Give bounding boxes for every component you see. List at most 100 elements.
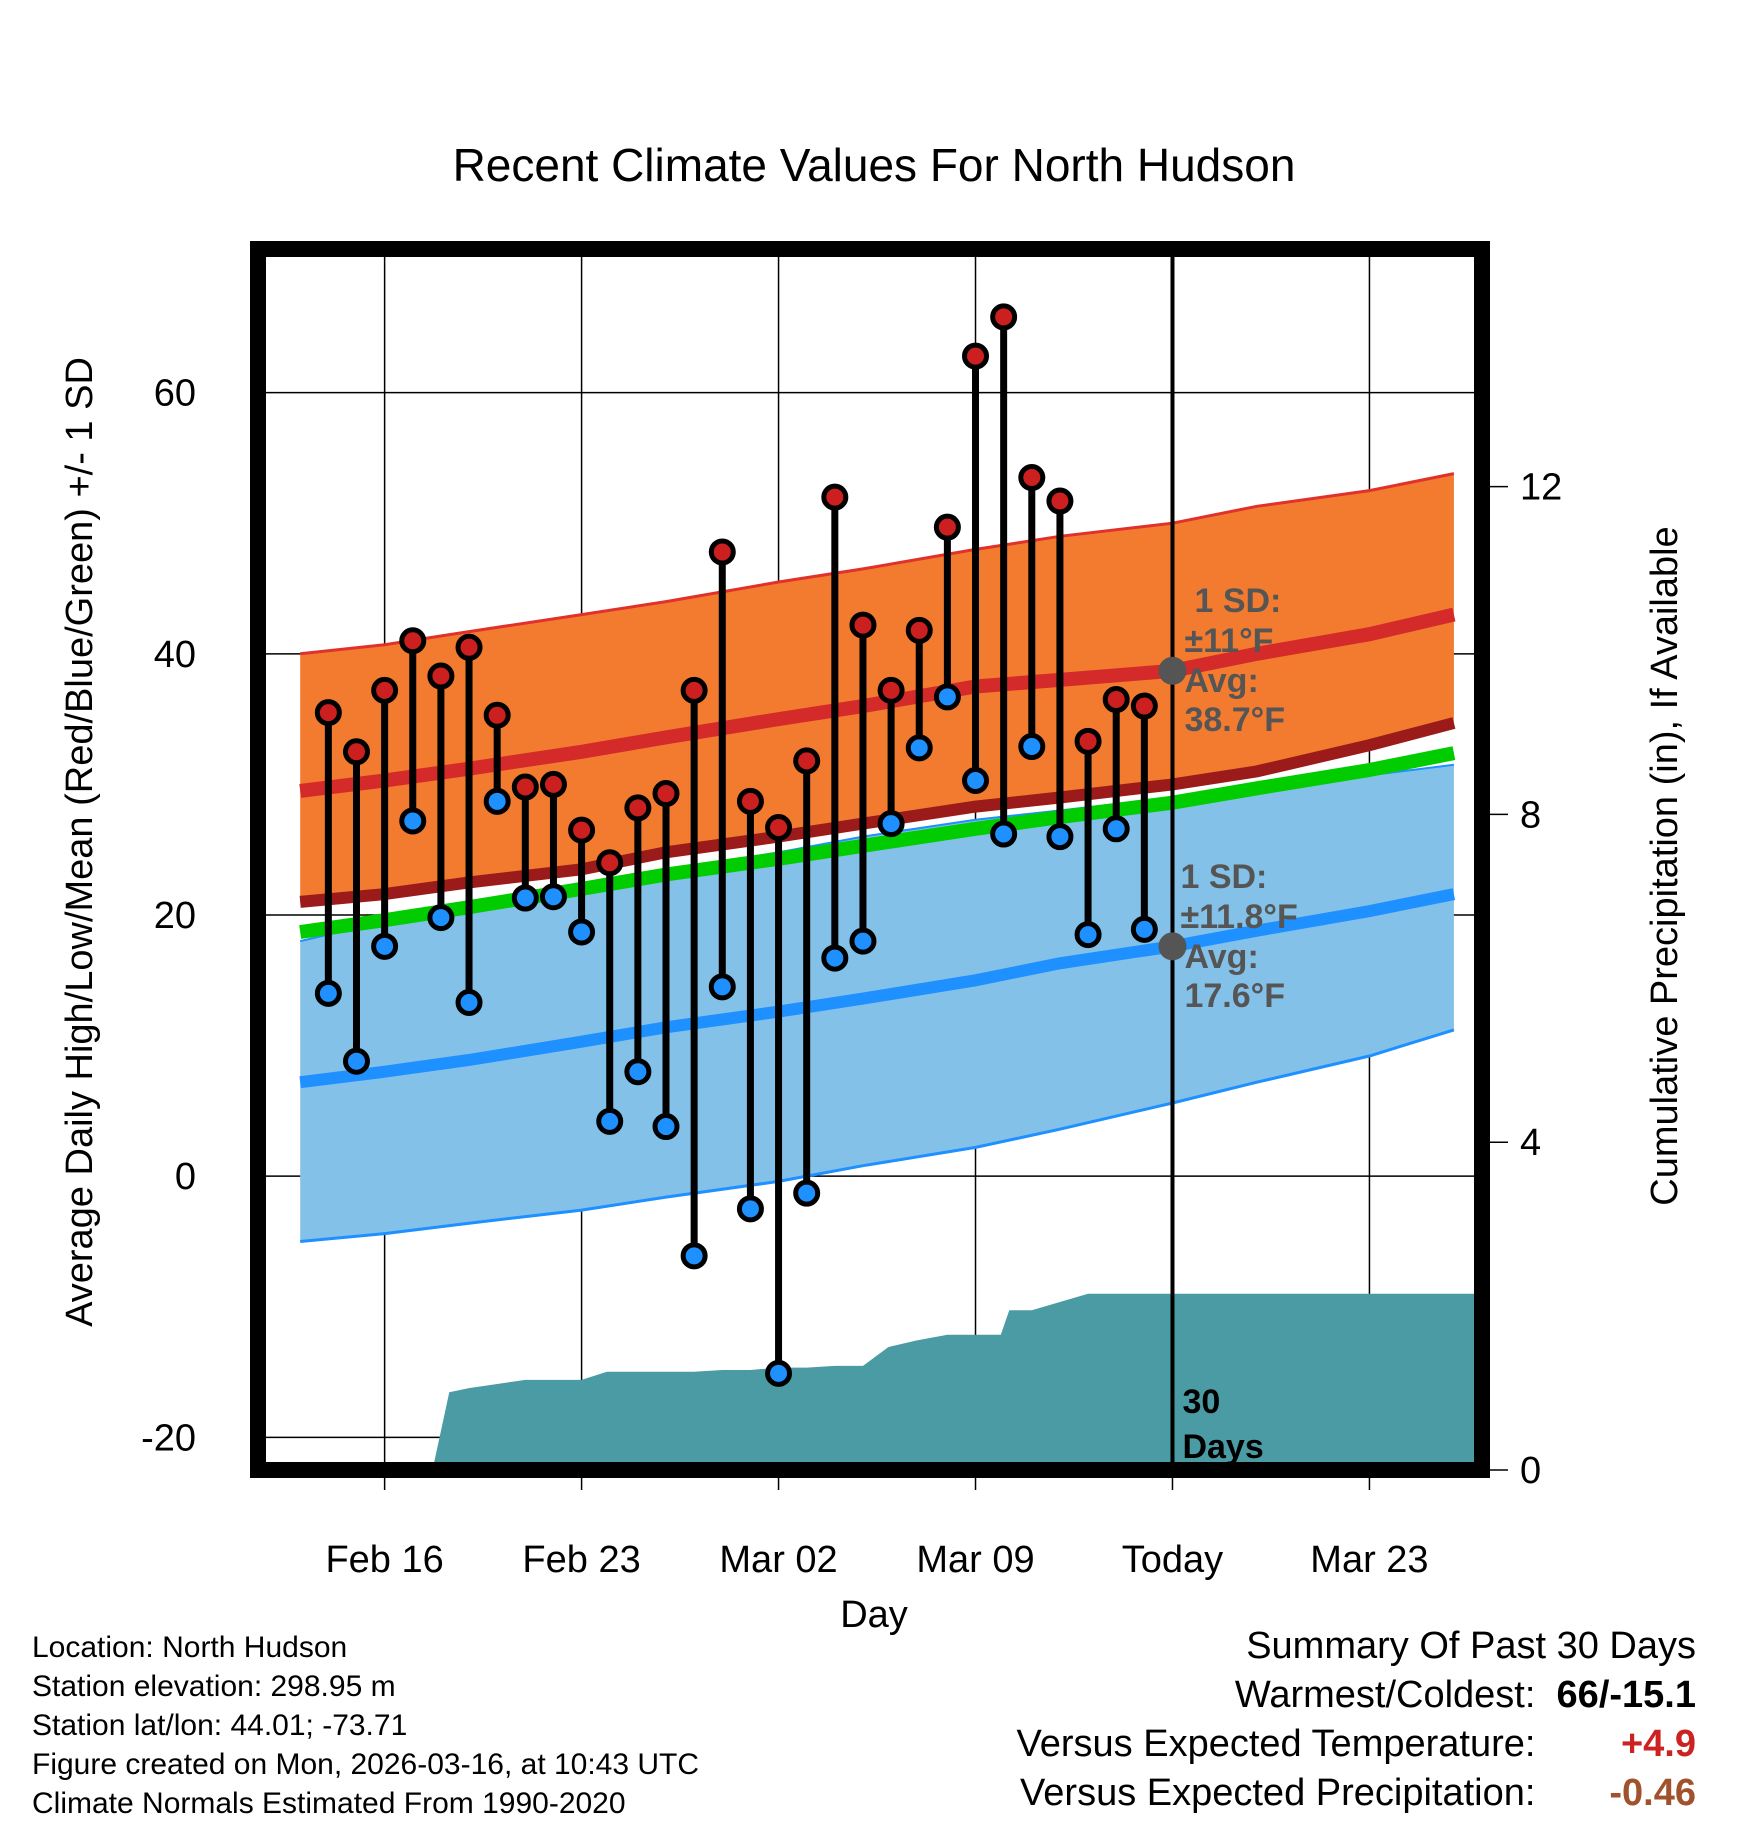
low-marker [483, 787, 511, 815]
high-marker [483, 701, 511, 729]
summary-temp-label: Versus Expected Temperature: [1016, 1723, 1536, 1765]
annotation-low-sd-line1: 1 SD: [1180, 858, 1267, 896]
low-minus-sd-line [300, 1028, 1455, 1243]
high-marker [1074, 727, 1102, 755]
high-plus-sd-line [300, 472, 1455, 656]
annotation-low-sd-line2: ±11.8°F [1180, 898, 1297, 936]
low-marker [933, 683, 961, 711]
high-marker [314, 699, 342, 727]
high-marker [933, 513, 961, 541]
low-marker [990, 820, 1018, 848]
chart-title: Recent Climate Values For North Hudson [453, 139, 1296, 191]
low-marker [511, 884, 539, 912]
y-tick-label: 20 [154, 895, 196, 937]
station-info: Location: North Hudson Station elevation… [32, 1628, 699, 1823]
high-marker [821, 483, 849, 511]
low-sd-band [300, 764, 1454, 1242]
high-marker [849, 611, 877, 639]
y-tick-label: 0 [175, 1156, 196, 1198]
high-marker [371, 676, 399, 704]
y-axis-label: Average Daily High/Low/Mean (Red/Blue/Gr… [59, 357, 101, 1327]
low-marker [905, 734, 933, 762]
low-normal-line [299, 888, 1456, 1089]
high-marker [1018, 464, 1046, 492]
low-marker [568, 918, 596, 946]
high-marker [652, 780, 680, 808]
low-marker [793, 1179, 821, 1207]
low-marker [680, 1242, 708, 1270]
low-marker [736, 1195, 764, 1223]
high-marker [1130, 692, 1158, 720]
high-marker [399, 627, 427, 655]
y-tick-label: 40 [154, 634, 196, 676]
high-marker [539, 770, 567, 798]
low-marker [877, 810, 905, 838]
annotation-low-avg-line2: 17.6°F [1184, 977, 1285, 1015]
x-tick-label: Mar 02 [719, 1539, 837, 1581]
y-tick-label: -20 [141, 1417, 196, 1459]
low-marker [1074, 921, 1102, 949]
summary-warmest-label: Warmest/Coldest: [1234, 1674, 1536, 1716]
high-marker [342, 738, 370, 766]
low-marker [708, 973, 736, 1001]
plot-frame [250, 241, 1490, 1478]
high-marker [1046, 487, 1074, 515]
days-label-line1: 30 [1182, 1383, 1220, 1421]
x-tick-label: Mar 23 [1310, 1539, 1428, 1581]
days-label-line2: Days [1182, 1428, 1263, 1466]
high-marker [962, 342, 990, 370]
precip-area [432, 1293, 1482, 1470]
high-marker [427, 662, 455, 690]
high-marker [596, 849, 624, 877]
info-normals: Climate Normals Estimated From 1990-2020 [32, 1787, 626, 1820]
x-tick-label: Feb 23 [522, 1539, 640, 1581]
low-marker [821, 944, 849, 972]
info-location: Location: North Hudson [32, 1631, 348, 1664]
info-elevation: Station elevation: 298.95 m [32, 1670, 396, 1703]
summary-temp-value: +4.9 [1620, 1723, 1696, 1765]
low-marker [539, 883, 567, 911]
high-marker [736, 787, 764, 815]
x-tick-label: Feb 16 [325, 1539, 443, 1581]
low-marker [962, 766, 990, 794]
high-marker [455, 633, 483, 661]
x-tick-label: Mar 09 [916, 1539, 1034, 1581]
low-marker [371, 932, 399, 960]
summary-panel: Summary Of Past 30 Days Warmest/Coldest:… [1017, 1622, 1696, 1818]
today-high-avg-dot [1158, 656, 1187, 685]
info-created: Figure created on Mon, 2026-03-16, at 10… [32, 1748, 700, 1781]
y2-tick-label: 12 [1520, 467, 1562, 509]
plot-inner: 30 Days [258, 249, 1482, 1470]
high-marker [624, 794, 652, 822]
x-tick-label: Today [1122, 1539, 1223, 1581]
low-marker [652, 1113, 680, 1141]
annotation-high-sd-line1: 1 SD: [1194, 582, 1281, 620]
high-marker [511, 773, 539, 801]
summary-precip-value: -0.46 [1609, 1772, 1696, 1814]
y-tick-label: 60 [154, 373, 196, 415]
high-marker [680, 676, 708, 704]
summary-warmest-row: Warmest/Coldest: 66/-15.1 [1017, 1671, 1696, 1720]
low-marker [314, 979, 342, 1007]
info-latlon: Station lat/lon: 44.01; -73.71 [32, 1709, 408, 1742]
annotation-high-avg-line2: 38.7°F [1184, 701, 1285, 739]
high-marker [905, 616, 933, 644]
high-marker [765, 814, 793, 842]
summary-warmest-value: 66/-15.1 [1556, 1674, 1696, 1716]
low-marker [455, 988, 483, 1016]
low-marker [427, 904, 455, 932]
y2-tick-label: 0 [1520, 1450, 1541, 1492]
high-marker [877, 676, 905, 704]
today-low-avg-dot [1158, 932, 1187, 961]
y2-tick-label: 4 [1520, 1122, 1541, 1164]
high-marker [990, 303, 1018, 331]
low-marker [1130, 915, 1158, 943]
summary-temp-row: Versus Expected Temperature: +4.9 [1017, 1720, 1696, 1769]
high-marker [1102, 686, 1130, 714]
summary-precip-row: Versus Expected Precipitation: -0.46 [1017, 1769, 1696, 1818]
low-marker [596, 1107, 624, 1135]
y2-axis-label: Cumulative Precipitation (in), If Availa… [1644, 526, 1686, 1205]
low-marker [399, 807, 427, 835]
